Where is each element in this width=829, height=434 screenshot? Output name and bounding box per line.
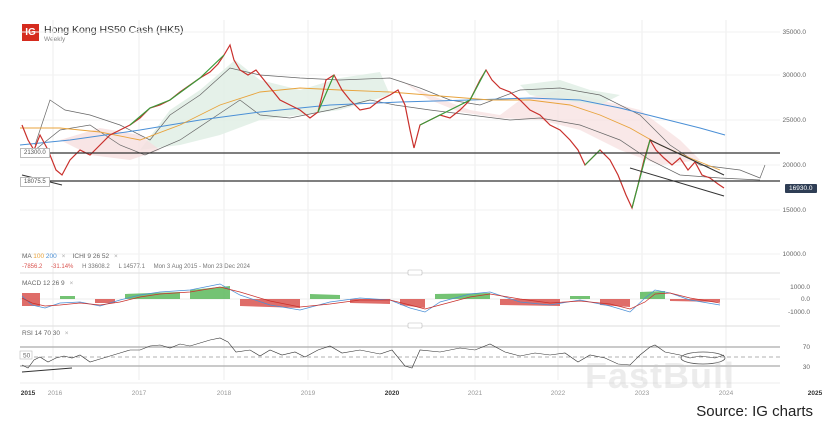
svg-text:-1000.0: -1000.0: [788, 309, 810, 316]
svg-text:2022: 2022: [551, 390, 566, 397]
rsi-label: RSI: [22, 330, 33, 337]
svg-text:0.0: 0.0: [801, 296, 810, 303]
ichimoku-p1: 9: [87, 253, 92, 260]
ichimoku-span-b: [34, 99, 761, 181]
macd-p3: 9: [61, 280, 65, 287]
svg-text:2021: 2021: [468, 390, 483, 397]
svg-text:2024: 2024: [719, 390, 734, 397]
ichimoku-cloud-bull: [140, 60, 390, 150]
resistance-level-tag[interactable]: 21300.0: [20, 148, 50, 158]
svg-text:2020: 2020: [385, 390, 400, 397]
macd-p1: 12: [42, 280, 51, 287]
macd-histogram: [22, 286, 720, 308]
svg-text:2016: 2016: [48, 390, 63, 397]
svg-text:2015: 2015: [21, 390, 36, 397]
panel-resize-handle-1: [407, 269, 423, 276]
rsi-p1: 14: [34, 330, 42, 337]
macd-line: [21, 283, 721, 313]
rsi-start-tag: [19, 350, 33, 360]
ichimoku-span-a: [34, 67, 766, 179]
rsi-divergence-trendline: [21, 367, 73, 373]
range-stats: -7856.2 -31.14% H 33608.2 L 14577.1 Mon …: [22, 264, 257, 270]
svg-text:20000.0: 20000.0: [783, 162, 807, 169]
timeframe-label: Weekly: [44, 36, 66, 43]
svg-text:10000.0: 10000.0: [783, 251, 807, 258]
support-level-tag[interactable]: 18075.5: [20, 177, 50, 187]
svg-text:2019: 2019: [301, 390, 316, 397]
rsi-highlight-ellipse: [680, 351, 726, 365]
ichimoku-p3: 52: [101, 253, 110, 260]
ma100-line: [20, 87, 721, 171]
ma200-line: [19, 97, 726, 146]
remove-ichimoku-icon[interactable]: ×: [113, 253, 118, 260]
ma100-period: 100: [33, 253, 45, 260]
svg-text:2023: 2023: [635, 390, 650, 397]
svg-text:15000.0: 15000.0: [783, 207, 807, 214]
svg-text:35000.0: 35000.0: [783, 29, 807, 36]
remove-ma-icon[interactable]: ×: [61, 253, 66, 260]
rsi-line: [21, 337, 725, 369]
ma-label: MA: [22, 253, 32, 260]
instrument-title: Hong Kong HS50 Cash (HK5): [44, 24, 184, 36]
range-high: H 33608.2: [82, 264, 110, 270]
x-axis: 2015 2016 2017 2018 2019 2020 2021 2022 …: [21, 390, 823, 397]
svg-text:30: 30: [803, 364, 811, 371]
svg-text:30000.0: 30000.0: [783, 72, 807, 79]
watermark: FastBull: [585, 355, 736, 396]
price-line-up-segments: [129, 54, 651, 209]
macd-label: MACD: [22, 280, 42, 287]
remove-macd-icon[interactable]: ×: [69, 280, 74, 287]
vertical-grid: [52, 20, 727, 380]
svg-text:70: 70: [803, 344, 811, 351]
remove-rsi-icon[interactable]: ×: [64, 330, 69, 337]
macd-axis: 1000.0 0.0 -1000.0: [788, 284, 810, 316]
source-caption: Source: IG charts: [696, 403, 813, 420]
rsi-p3: 30: [52, 330, 60, 337]
svg-text:2017: 2017: [132, 390, 147, 397]
svg-text:2025: 2025: [808, 390, 823, 397]
svg-text:1000.0: 1000.0: [790, 284, 810, 291]
macd-signal-line: [21, 286, 721, 310]
price-axis: 35000.0 30000.0 25000.0 20000.0 15000.0 …: [783, 29, 807, 258]
date-range: Mon 3 Aug 2015 - Mon 23 Dec 2024: [153, 264, 250, 270]
horizontal-grid: [20, 31, 780, 255]
channel-lower-trendline: [629, 167, 725, 197]
rsi-axis: 70 30: [803, 344, 811, 371]
channel-upper-trendline: [649, 139, 725, 176]
overlay-indicator-legend: MA 100 200 × ICHI 9 26 52 ×: [22, 253, 118, 260]
panel-resize-handle-2: [407, 322, 423, 329]
rsi-p2: 70: [43, 330, 51, 337]
rsi-legend: RSI 14 70 30 ×: [22, 330, 69, 337]
ichimoku-cloud-bull-2: [520, 80, 620, 105]
current-price-tag: 16930.0: [785, 184, 817, 193]
change-percent: -31.14%: [51, 264, 74, 270]
range-low: L 14577.1: [118, 264, 145, 270]
ma200-period: 200: [45, 253, 57, 260]
svg-text:25000.0: 25000.0: [783, 117, 807, 124]
ichimoku-label: ICHI: [72, 253, 86, 260]
ichimoku-p2: 26: [92, 253, 101, 260]
macd-legend: MACD 12 26 9 ×: [22, 280, 73, 287]
change-value: -7856.2: [22, 264, 43, 270]
price-line: [21, 43, 725, 210]
rsi-start-tag-text: 50: [23, 353, 31, 360]
svg-text:2018: 2018: [217, 390, 232, 397]
macd-p2: 26: [52, 280, 60, 287]
